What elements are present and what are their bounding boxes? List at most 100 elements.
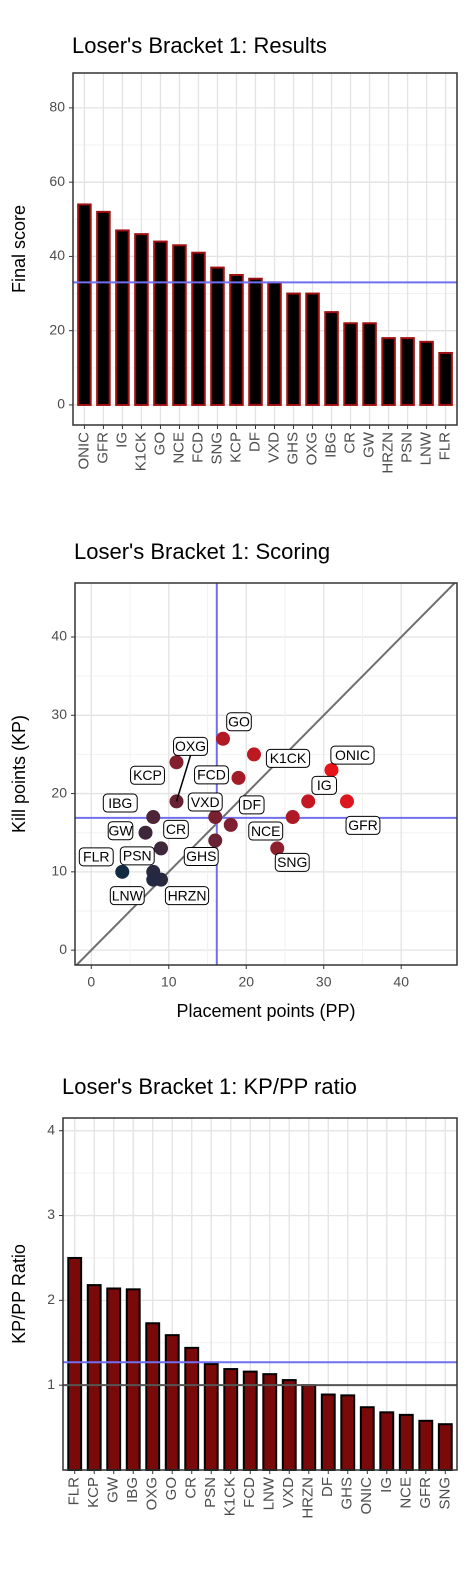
point xyxy=(339,794,354,809)
point xyxy=(285,810,300,825)
x-tick-label: CR xyxy=(183,1477,200,1499)
point xyxy=(215,731,230,746)
label-box xyxy=(102,793,138,813)
point xyxy=(324,763,339,778)
y-tick-label: 0 xyxy=(57,396,65,412)
x-tick-label: GO xyxy=(151,432,168,455)
x-tick-label: FLR xyxy=(66,1477,83,1506)
y-axis-label: Kill points (KP) xyxy=(9,715,29,833)
bar xyxy=(115,229,130,406)
bar xyxy=(262,1373,278,1471)
x-tick-label: 10 xyxy=(161,974,177,990)
y-tick-label: 20 xyxy=(49,321,65,337)
x-tick-label: K1CK xyxy=(222,1477,239,1516)
point-label: LNW xyxy=(112,887,144,903)
chart-title: Loser's Bracket 1: Results xyxy=(72,33,327,58)
bar xyxy=(86,1284,102,1472)
point xyxy=(231,770,246,785)
bar xyxy=(164,1334,180,1471)
label-box xyxy=(187,792,223,812)
bar xyxy=(145,1322,161,1472)
point-label: OXG xyxy=(175,738,206,754)
x-tick-label: HRZN xyxy=(300,1477,317,1519)
point xyxy=(270,841,285,856)
label-box xyxy=(164,886,210,906)
point-label: FLR xyxy=(83,849,109,865)
y-tick-label: 4 xyxy=(47,1121,55,1137)
panel-border xyxy=(62,1117,458,1471)
point xyxy=(146,810,161,825)
point xyxy=(208,810,223,825)
label-box xyxy=(311,775,338,795)
label-box xyxy=(107,821,134,841)
label-box xyxy=(345,815,381,835)
bar xyxy=(301,1384,317,1471)
bar xyxy=(343,322,358,406)
x-tick-label: IBG xyxy=(124,1477,141,1503)
point xyxy=(208,833,223,848)
label-box xyxy=(183,847,219,867)
bar xyxy=(400,337,415,406)
x-tick-label: GHS xyxy=(339,1477,356,1510)
label-box xyxy=(265,748,311,768)
y-tick-label: 0 xyxy=(59,941,67,957)
y-tick-label: 40 xyxy=(49,247,65,263)
point-label: HRZN xyxy=(168,887,207,903)
bar xyxy=(184,1346,200,1471)
x-tick-label: SNG xyxy=(208,432,225,465)
point-label: IG xyxy=(317,777,332,793)
panel xyxy=(73,73,457,425)
point-label: CR xyxy=(166,821,186,837)
point-label: ONIC xyxy=(335,747,370,763)
x-tick-label: GO xyxy=(163,1477,180,1500)
label-box xyxy=(248,821,284,841)
bar xyxy=(398,1413,414,1471)
point xyxy=(154,841,169,856)
bar xyxy=(210,266,225,406)
bar xyxy=(437,1423,453,1472)
bar xyxy=(172,244,187,406)
bar xyxy=(67,1256,83,1471)
chart-title: Loser's Bracket 1: KP/PP ratio xyxy=(62,1074,357,1099)
x-tick-label: PSN xyxy=(202,1477,219,1508)
x-tick-label: 20 xyxy=(238,974,254,990)
point xyxy=(146,872,161,887)
x-tick-label: OXG xyxy=(144,1477,161,1510)
panel-border xyxy=(72,72,458,426)
x-tick-label: VXD xyxy=(280,1477,297,1508)
x-tick-label: OXG xyxy=(303,432,320,465)
bar xyxy=(379,1411,395,1471)
x-tick-label: 0 xyxy=(87,974,95,990)
x-tick-label: IG xyxy=(113,432,130,448)
x-tick-label: LNW xyxy=(261,1476,278,1510)
point xyxy=(223,817,238,832)
x-tick-label: GW xyxy=(105,1476,122,1503)
label-box xyxy=(274,852,310,872)
y-tick-label: 2 xyxy=(47,1291,55,1307)
point-label: IBG xyxy=(108,795,132,811)
point-label: GHS xyxy=(186,848,216,864)
x-tick-label: FCD xyxy=(241,1477,258,1508)
point xyxy=(246,747,261,762)
label-box xyxy=(238,795,265,815)
point xyxy=(115,864,130,879)
bar xyxy=(77,203,92,406)
panel xyxy=(63,1118,457,1470)
point-label: NCE xyxy=(251,823,281,839)
y-tick-label: 40 xyxy=(51,628,67,644)
x-tick-label: KCP xyxy=(85,1477,102,1508)
x-tick-label: KCP xyxy=(227,432,244,463)
y-tick-label: 3 xyxy=(47,1206,55,1222)
y-tick-label: 1 xyxy=(47,1376,55,1392)
x-tick-label: ONIC xyxy=(75,432,92,470)
y-tick-label: 30 xyxy=(51,706,67,722)
bar xyxy=(359,1406,375,1472)
x-tick-label: 30 xyxy=(316,974,332,990)
point xyxy=(169,755,184,770)
x-tick-label: ONIC xyxy=(358,1477,375,1515)
label-box xyxy=(226,712,252,732)
x-tick-label: SNG xyxy=(436,1477,453,1510)
point xyxy=(138,825,153,840)
bar xyxy=(340,1394,356,1471)
bar xyxy=(362,322,377,406)
